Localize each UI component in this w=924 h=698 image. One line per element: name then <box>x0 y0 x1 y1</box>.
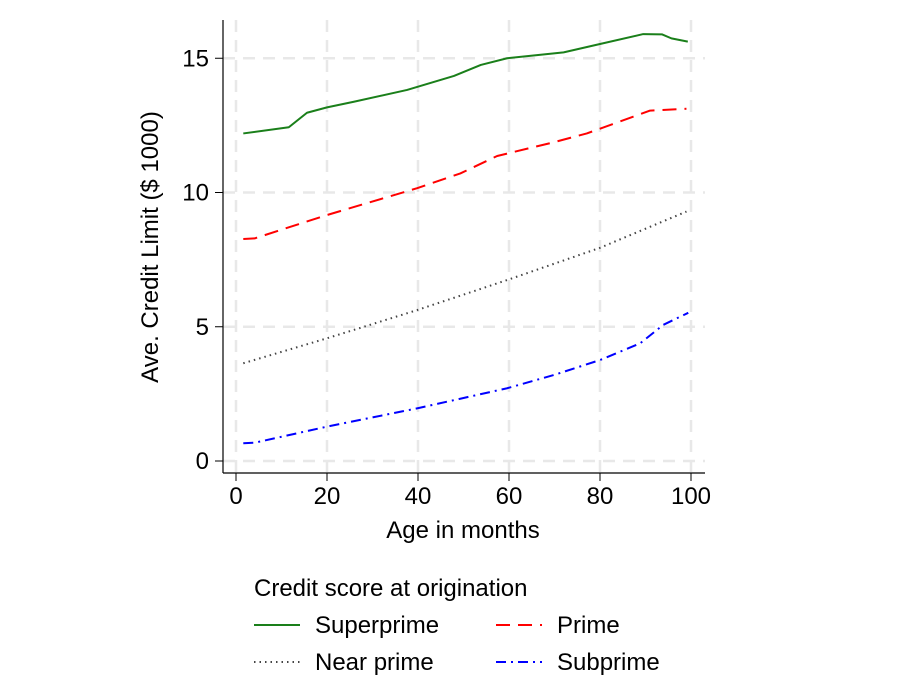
legend-label-near-prime: Near prime <box>315 649 434 676</box>
x-axis-label: Age in months <box>386 517 539 544</box>
series-line-superprime <box>243 33 689 135</box>
x-tick-label: 60 <box>496 483 523 510</box>
x-tick-label: 20 <box>314 483 341 510</box>
x-tick-label: 40 <box>405 483 432 510</box>
y-tick-label: 0 <box>196 448 209 475</box>
x-tick-label: 100 <box>671 483 711 510</box>
legend: Superprime Prime Near prime Subprime <box>254 612 660 676</box>
y-axis-label: Ave. Credit Limit ($ 1000) <box>137 111 164 383</box>
y-tick-label: 10 <box>182 180 209 207</box>
legend-label-prime: Prime <box>557 612 620 639</box>
y-tick-label: 5 <box>196 314 209 341</box>
series-line-subprime <box>243 311 689 445</box>
axes <box>222 20 705 474</box>
legend-label-subprime: Subprime <box>557 649 660 676</box>
x-tick-label: 80 <box>587 483 614 510</box>
grid <box>223 20 705 473</box>
y-tick-label: 15 <box>182 45 209 72</box>
series-line-prime <box>243 107 687 240</box>
legend-title: Credit score at origination <box>254 575 527 602</box>
x-tick-label: 0 <box>229 483 242 510</box>
series-line-near-prime <box>242 210 687 365</box>
legend-label-superprime: Superprime <box>315 612 439 639</box>
